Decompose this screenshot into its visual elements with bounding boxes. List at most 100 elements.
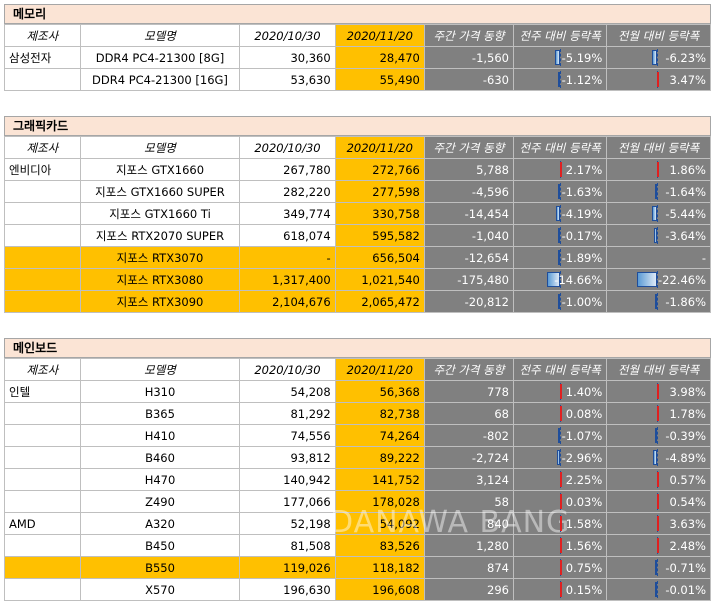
weekly-change-cell: -802 [423,424,515,447]
percent-label: 1.58% [565,516,603,531]
column-header-weekly: 주간 가격 동향 [423,136,515,159]
weekly-change-cell: -12,654 [423,246,515,269]
column-header-d1: 2020/10/30 [239,24,336,47]
week-over-week-cell: -1.89% [512,246,608,269]
weekly-change-cell: -4,596 [423,180,515,203]
percent-label: 0.08% [565,406,603,421]
column-header-d2: 2020/11/20 [334,358,425,381]
data-bar [655,560,658,575]
percent-label: 1.56% [565,538,603,553]
model-cell: H470 [79,468,241,491]
weekly-change-cell: -175,480 [423,268,515,291]
column-header-model: 모델명 [79,24,241,47]
manufacturer-cell [4,556,81,579]
column-header-wow: 전주 대비 등락폭 [512,24,608,47]
manufacturer-cell [4,268,81,291]
column-header-mom: 전월 대비 등락폭 [606,24,711,47]
model-cell: Z490 [79,490,241,513]
manufacturer-cell: 인텔 [4,380,81,403]
table-row: B460 93,812 89,222 -2,724 -2.96% -4.89% [4,446,711,469]
model-cell: H410 [79,424,241,447]
data-bar-axis [657,205,659,222]
data-bar [557,450,560,465]
month-over-month-cell: -5.44% [606,202,711,225]
model-cell: 지포스 RTX3090 [79,290,241,313]
price-1120-cell: 595,582 [334,224,425,247]
manufacturer-cell [4,290,81,313]
column-header-mom: 전월 대비 등락폭 [606,136,711,159]
percent-label: 0.57% [669,472,706,487]
percent-label: -0.17% [561,228,603,243]
data-bar [558,250,560,265]
memory-section: 메모리 제조사 모델명 2020/10/30 2020/11/20 주간 가격 동향 전주 … [4,4,711,91]
data-bar [657,538,660,553]
price-1030-cell: 54,208 [239,380,336,403]
data-bar [558,72,560,87]
data-bar [560,406,562,421]
week-over-week-cell: 0.08% [512,402,608,425]
model-cell: X570 [79,578,241,601]
percent-label: -1.89% [561,250,603,265]
weekly-change-cell: -1,560 [423,46,515,69]
month-over-month-cell: 3.47% [606,68,711,91]
table-row: DDR4 PC4-21300 [16G] 53,630 55,490 -630 -1.1… [4,68,711,91]
column-header-wow: 전주 대비 등락폭 [512,136,608,159]
weekly-change-cell: 296 [423,578,515,601]
data-bar [560,472,562,487]
data-bar-axis [560,427,561,444]
price-table: 제조사 모델명 2020/10/30 2020/11/20 주간 가격 동향 전주 대비 … [4,136,711,313]
month-over-month-cell: -0.39% [606,424,711,447]
column-header-model: 모델명 [79,358,241,381]
data-bar [558,428,560,443]
weekly-change-cell: 68 [423,402,515,425]
price-1030-cell: 119,026 [239,556,336,579]
week-over-week-cell: -2.96% [512,446,608,469]
price-1120-cell: 55,490 [334,68,425,91]
manufacturer-cell [4,446,81,469]
data-bar [657,494,660,509]
month-over-month-cell: 3.98% [606,380,711,403]
table-row: B365 81,292 82,738 68 0.08% 1.78% [4,402,711,425]
header-row: 제조사 모델명 2020/10/30 2020/11/20 주간 가격 동향 전주 대비 … [4,136,711,159]
data-bar-axis [657,271,659,288]
manufacturer-cell [4,246,81,269]
price-1030-cell: 349,774 [239,202,336,225]
data-bar [652,450,658,465]
percent-label: -1.86% [665,294,706,309]
model-cell: 지포스 RTX2070 SUPER [79,224,241,247]
price-1120-cell: 89,222 [334,446,425,469]
header-row: 제조사 모델명 2020/10/30 2020/11/20 주간 가격 동향 전주 대비 … [4,24,711,47]
month-over-month-cell: -0.71% [606,556,711,579]
percent-label: 2.17% [565,162,603,177]
data-bar [546,272,560,287]
data-bar [654,228,658,243]
price-1120-cell: 196,608 [334,578,425,601]
price-1120-cell: 2,065,472 [334,290,425,313]
week-over-week-cell: 1.56% [512,534,608,557]
price-1030-cell: 30,360 [239,46,336,69]
table-row: B550 119,026 118,182 874 0.75% -0.71% [4,556,711,579]
data-bar [560,494,562,509]
price-1030-cell: 177,066 [239,490,336,513]
model-cell: 지포스 RTX3080 [79,268,241,291]
data-bar [655,428,658,443]
percent-label: -1.00% [561,294,603,309]
percent-label: -0.71% [665,560,706,575]
manufacturer-cell: 엔비디아 [4,158,81,181]
table-row: H410 74,556 74,264 -802 -1.07% -0.39% [4,424,711,447]
month-over-month-cell: -22.46% [606,268,711,291]
section-title: 메모리 [4,4,711,24]
manufacturer-cell [4,424,81,447]
data-bar [655,582,658,597]
table-row: 지포스 GTX1660 Ti 349,774 330,758 -14,454 -4.19… [4,202,711,225]
price-1030-cell: 2,104,676 [239,290,336,313]
percent-label: -1.12% [561,72,603,87]
percent-label: 0.54% [669,494,706,509]
manufacturer-cell [4,68,81,91]
data-bar-axis [657,559,659,576]
week-over-week-cell: 0.75% [512,556,608,579]
model-cell: 지포스 GTX1660 SUPER [79,180,241,203]
week-over-week-cell: -5.19% [512,46,608,69]
data-bar-axis [560,183,561,200]
price-1120-cell: 74,264 [334,424,425,447]
